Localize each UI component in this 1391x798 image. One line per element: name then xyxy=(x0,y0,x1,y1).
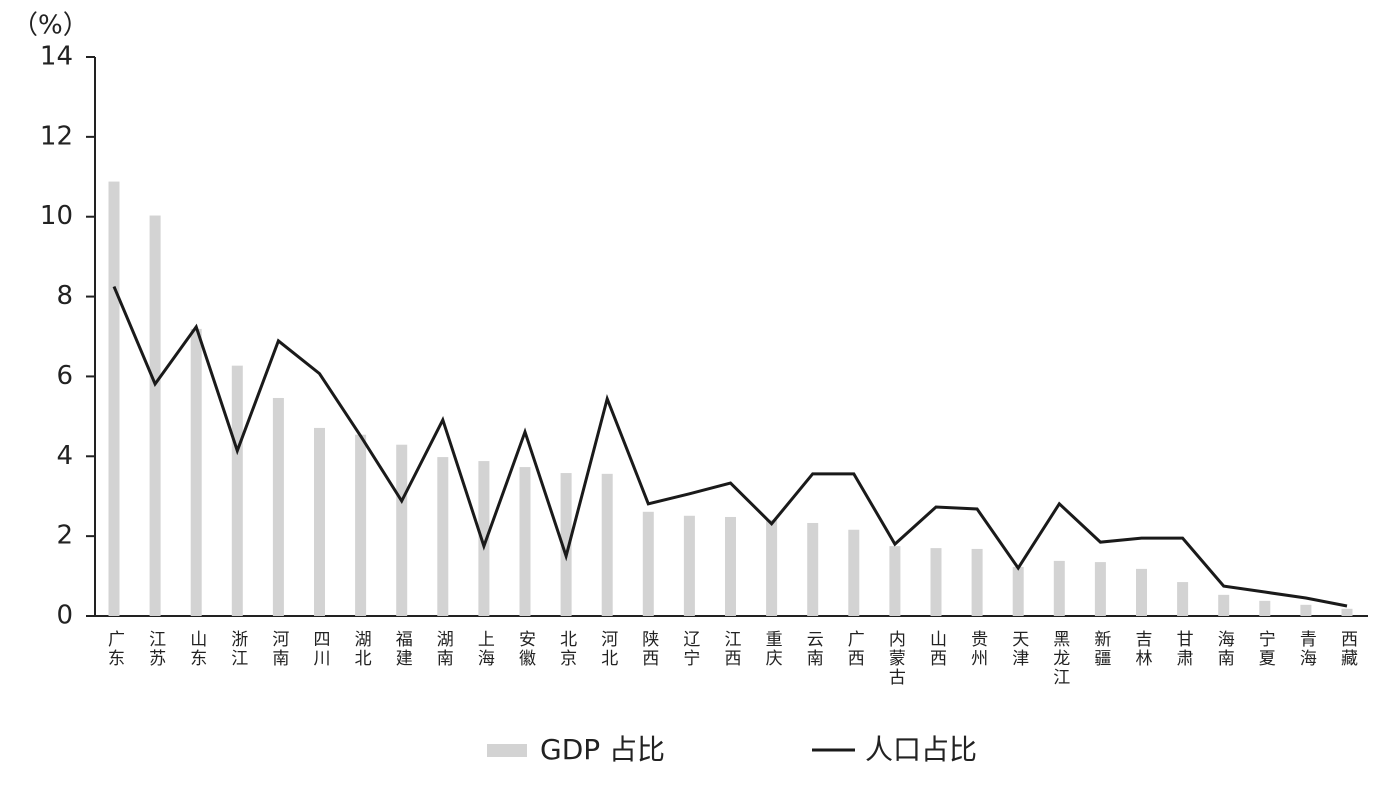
x-tick-label: 上海 xyxy=(474,630,495,668)
y-tick-label: 10 xyxy=(40,201,73,231)
y-tick-label: 2 xyxy=(56,521,73,551)
bar xyxy=(1094,562,1106,616)
y-axis-unit: （%） xyxy=(12,11,89,41)
bar xyxy=(1259,600,1271,616)
x-tick-label: 河南 xyxy=(268,630,289,668)
bar xyxy=(149,215,161,617)
bar xyxy=(930,548,942,616)
bar xyxy=(396,444,408,616)
bar xyxy=(1341,608,1353,616)
y-tick-label: 0 xyxy=(56,601,73,631)
x-tick-label: 江苏 xyxy=(145,630,166,668)
legend-label: GDP 占比 xyxy=(540,733,665,766)
x-tick-label: 广东 xyxy=(104,630,125,668)
x-tick-label: 广西 xyxy=(844,630,865,668)
bar xyxy=(314,427,325,616)
bar xyxy=(601,473,613,616)
x-tick-label: 湖南 xyxy=(433,630,454,668)
bar xyxy=(1136,568,1147,616)
bar xyxy=(231,365,243,616)
y-tick-label: 4 xyxy=(56,441,73,471)
x-tick-label: 新疆 xyxy=(1090,630,1111,668)
x-tick-label: 贵州 xyxy=(967,630,988,668)
x-tick-label: 福建 xyxy=(392,630,413,668)
x-tick-label: 河北 xyxy=(597,630,618,668)
x-tick-label: 吉林 xyxy=(1132,630,1153,668)
bar xyxy=(437,457,449,616)
x-tick-label: 浙江 xyxy=(227,630,248,668)
x-tick-label: 湖北 xyxy=(351,630,372,668)
bar xyxy=(848,529,860,616)
x-tick-label: 甘肃 xyxy=(1173,630,1194,668)
bar xyxy=(971,548,983,616)
bar xyxy=(190,328,202,616)
x-tick-label: 北京 xyxy=(556,630,577,668)
x-tick-label: 天津 xyxy=(1008,630,1028,668)
x-tick-label: 宁夏 xyxy=(1255,630,1276,668)
y-tick-label: 6 xyxy=(56,361,73,391)
legend-swatch xyxy=(487,744,527,757)
x-tick-label: 陕西 xyxy=(638,630,658,668)
x-tick-label: 黑龙江 xyxy=(1049,630,1070,687)
bar xyxy=(683,515,695,616)
bar xyxy=(766,519,778,616)
x-tick-label: 江西 xyxy=(721,630,742,668)
bar xyxy=(725,516,736,616)
bar xyxy=(560,473,572,616)
bar xyxy=(807,522,819,616)
x-tick-label: 安徽 xyxy=(515,630,536,668)
x-tick-label: 云南 xyxy=(803,630,824,668)
bar xyxy=(478,461,490,616)
line xyxy=(112,286,1348,608)
x-tick-label: 西藏 xyxy=(1337,630,1358,668)
bar xyxy=(889,546,901,616)
x-tick-label: 四川 xyxy=(310,630,331,668)
x-tick-label: 山东 xyxy=(186,630,206,668)
bar xyxy=(1053,560,1065,616)
bar xyxy=(355,434,367,616)
y-tick-label: 12 xyxy=(40,121,73,151)
bar xyxy=(519,467,531,616)
bar xyxy=(272,397,284,616)
bar xyxy=(1012,566,1024,616)
x-tick-label: 青海 xyxy=(1296,630,1317,668)
x-tick-label: 辽宁 xyxy=(679,630,700,668)
x-tick-label: 重庆 xyxy=(762,630,783,668)
bar xyxy=(1177,582,1189,616)
x-tick-label: 山西 xyxy=(926,630,946,668)
bar xyxy=(1218,594,1230,616)
bar xyxy=(108,181,120,616)
legend-label: 人口占比 xyxy=(865,733,977,766)
y-tick-label: 8 xyxy=(56,281,73,311)
bar xyxy=(642,511,654,616)
x-tick-label: 海南 xyxy=(1214,630,1235,668)
y-tick-label: 14 xyxy=(40,42,73,72)
bar xyxy=(1300,604,1312,616)
x-tick-label: 内蒙古 xyxy=(885,630,906,687)
